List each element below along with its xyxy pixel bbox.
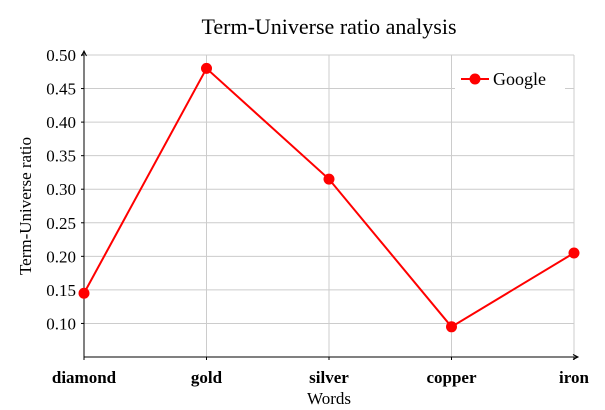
y-tick-label: 0.25: [46, 214, 76, 233]
data-point: [323, 173, 335, 185]
data-point: [201, 62, 212, 74]
y-tick-label: 0.45: [46, 80, 76, 99]
legend-marker: [469, 73, 481, 85]
y-tick-label: 0.30: [46, 180, 76, 199]
y-tick-label: 0.20: [46, 247, 76, 266]
chart-title: Term-Universe ratio analysis: [201, 14, 456, 39]
data-point: [446, 321, 457, 333]
x-tick-label: copper: [426, 368, 477, 387]
y-axis-label: Term-Universe ratio: [16, 137, 35, 275]
series-google: [78, 62, 580, 333]
y-axis-arrow: [81, 49, 87, 57]
y-ticks: 0.10 0.15 0.20 0.25 0.30 0.35 0.40 0.45 0.50: [46, 46, 84, 333]
x-tick-label: diamond: [52, 368, 117, 387]
x-axis-label: Words: [307, 389, 351, 408]
y-tick-label: 0.50: [46, 46, 76, 65]
y-tick-label: 0.15: [46, 281, 76, 300]
x-tick-label: gold: [191, 368, 223, 387]
x-axis-arrow: [572, 354, 580, 360]
y-tick-label: 0.40: [46, 113, 76, 132]
x-ticks: diamond gold silver copper iron: [52, 357, 590, 387]
x-tick-label: silver: [309, 368, 349, 387]
data-point: [78, 287, 90, 299]
grid: [83, 54, 575, 357]
y-tick-label: 0.10: [46, 314, 76, 333]
legend-label: Google: [493, 69, 546, 89]
axes: [81, 49, 580, 360]
data-point: [568, 247, 580, 259]
y-tick-label: 0.35: [46, 147, 76, 166]
legend: Google: [455, 62, 565, 94]
x-tick-label: iron: [559, 368, 589, 387]
